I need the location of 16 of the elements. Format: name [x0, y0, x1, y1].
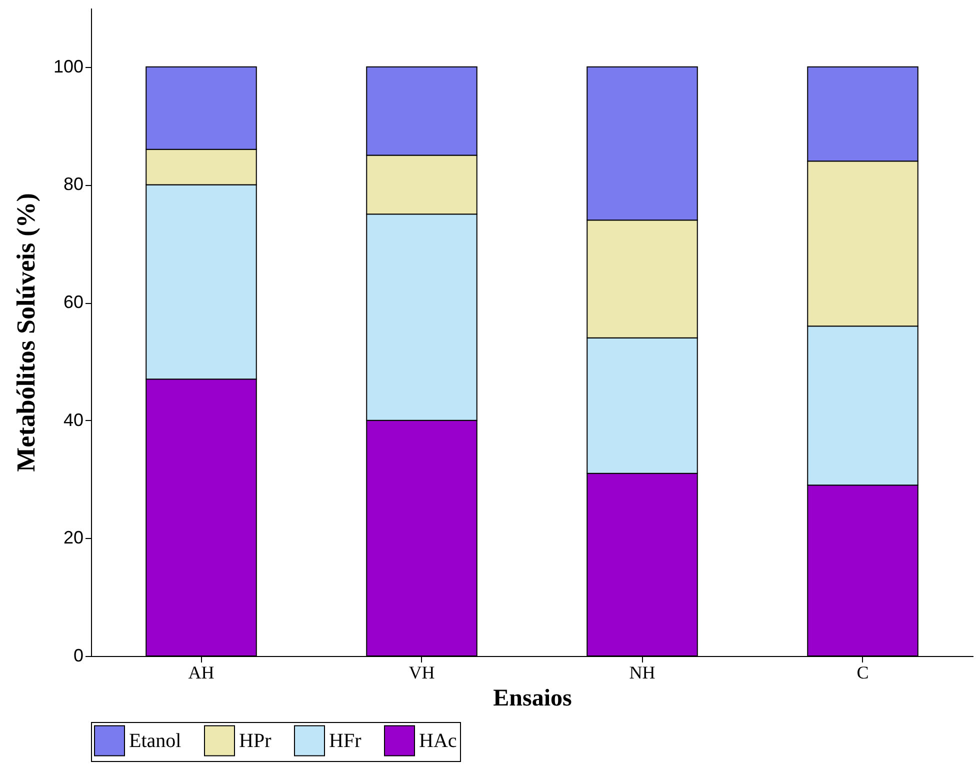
y-tick-label: 100 [53, 56, 84, 76]
legend-label: Etanol [129, 730, 182, 752]
y-axis-title: Metabólitos Solúveis (%) [11, 193, 40, 472]
legend-label: HFr [329, 730, 362, 752]
x-axis-title: Ensaios [493, 686, 572, 712]
y-tick-label: 80 [63, 174, 84, 194]
x-tick-label: NH [629, 662, 656, 682]
x-tick-label: VH [408, 662, 435, 682]
y-tick-label: 40 [63, 410, 84, 430]
x-tick-label: AH [188, 662, 214, 682]
y-tick-label: 0 [73, 646, 84, 666]
y-tick-label: 20 [63, 528, 84, 548]
legend-label: HAc [419, 730, 457, 752]
x-tick-label: C [856, 662, 869, 682]
y-tick-label: 60 [63, 292, 84, 312]
legend-label: HPr [239, 730, 272, 752]
